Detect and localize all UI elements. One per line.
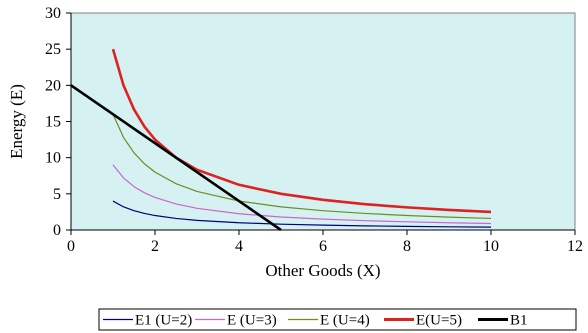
legend-label-2: E (U=3) xyxy=(227,313,277,329)
x-tick-label: 12 xyxy=(567,238,583,255)
y-tick-label: 15 xyxy=(45,114,61,131)
legend-box xyxy=(98,308,577,331)
legend-label-4: E(U=5) xyxy=(416,313,462,329)
legend-label-5: B1 xyxy=(510,313,528,329)
series-line-3 xyxy=(112,114,492,220)
series-line-1 xyxy=(112,200,492,228)
y-tick-label: 5 xyxy=(53,186,61,203)
axis-layer: 0 2 4 6 8 10 12 0 5 10 15 20 25 30 xyxy=(45,5,583,255)
x-tick-label: 8 xyxy=(403,238,411,255)
y-tick-label: 25 xyxy=(45,41,61,58)
series-line-2 xyxy=(112,164,492,225)
legend-items: E1 (U=2) E (U=3) E (U=4) E(U=5) B1 xyxy=(103,313,528,329)
legend-label-3: E (U=4) xyxy=(320,313,370,329)
series-layer xyxy=(70,48,492,232)
x-tick-label: 0 xyxy=(67,238,75,255)
x-tick-label: 10 xyxy=(483,238,499,255)
legend-label-1: E1 (U=2) xyxy=(135,313,192,329)
legend: E1 (U=2) E (U=3) E (U=4) E(U=5) B1 xyxy=(98,308,577,331)
x-axis-label: Other Goods (X) xyxy=(265,261,380,280)
y-axis-label: Energy (E) xyxy=(7,84,26,159)
y-tick-label: 30 xyxy=(45,5,61,22)
y-tick-label: 10 xyxy=(45,150,61,167)
x-tick-label: 6 xyxy=(319,238,327,255)
series-line-5 xyxy=(70,84,282,232)
series-line-4 xyxy=(111,48,492,214)
plot-area xyxy=(70,12,576,231)
y-tick-label: 20 xyxy=(45,77,61,94)
y-tick-label: 0 xyxy=(53,222,61,239)
x-tick-label: 2 xyxy=(151,238,159,255)
x-tick-label: 4 xyxy=(235,238,243,255)
